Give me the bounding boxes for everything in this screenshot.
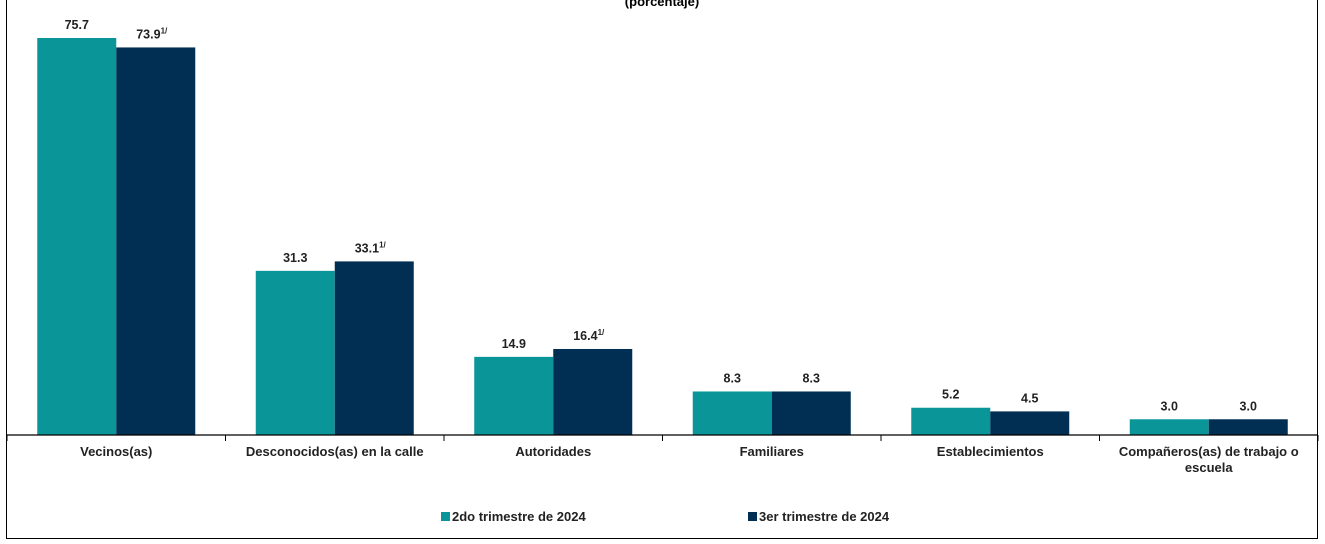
legend-label: 3er trimestre de 2024 xyxy=(759,509,890,524)
bar xyxy=(911,407,991,435)
category-label: Vecinos(as) xyxy=(80,444,152,459)
data-label: 14.9 xyxy=(502,337,526,351)
category-label: Familiares xyxy=(740,444,804,459)
data-label: 33.11/ xyxy=(355,240,387,255)
bar xyxy=(771,391,851,435)
data-label: 31.3 xyxy=(283,251,307,265)
legend-swatch xyxy=(748,512,757,521)
bar xyxy=(255,270,335,435)
value-labels-layer: 75.7 73.91/31.3 33.11/14.9 16.41/8.3 8.3 5.2 4… xyxy=(65,18,1257,413)
data-label: 73.91/ xyxy=(136,26,168,41)
category-label: Establecimientos xyxy=(937,444,1044,459)
legend-swatch xyxy=(441,512,450,521)
legend-item: 3er trimestre de 2024 xyxy=(748,509,890,524)
data-label: 16.41/ xyxy=(573,328,605,343)
bar xyxy=(553,348,633,435)
legend: 2do trimestre de 2024 3er trimestre de 20… xyxy=(441,509,890,524)
footnote-marker: 1/ xyxy=(161,26,168,35)
footnote-marker: 1/ xyxy=(379,240,386,249)
bar xyxy=(1208,419,1288,435)
footnote-marker: 1/ xyxy=(598,328,605,337)
bar xyxy=(474,356,554,435)
category-label: Autoridades xyxy=(515,444,591,459)
category-labels-layer: Vecinos(as) Desconocidos(as) en la calle A… xyxy=(80,444,1299,475)
chart-frame xyxy=(6,0,1318,539)
bar xyxy=(990,411,1070,435)
data-label: 3.0 xyxy=(1161,399,1178,413)
data-label: 3.0 xyxy=(1240,399,1257,413)
data-label: 4.5 xyxy=(1021,391,1038,405)
data-label: 8.3 xyxy=(803,371,820,385)
x-ticks-layer xyxy=(6,435,1319,441)
category-label: escuela xyxy=(1185,460,1233,475)
bar xyxy=(116,47,196,436)
data-label: 8.3 xyxy=(724,371,741,385)
legend-item: 2do trimestre de 2024 xyxy=(441,509,586,524)
category-label: Desconocidos(as) en la calle xyxy=(246,444,424,459)
bar xyxy=(334,261,414,435)
data-label: 75.7 xyxy=(65,18,89,32)
bar xyxy=(37,38,117,435)
category-label: Compañeros(as) de trabajo o xyxy=(1119,444,1299,459)
bar xyxy=(1129,419,1209,435)
bar xyxy=(692,391,772,435)
data-label: 5.2 xyxy=(942,388,959,402)
bars-layer xyxy=(37,38,1288,436)
legend-label: 2do trimestre de 2024 xyxy=(452,509,586,524)
chart-title: (porcentaje) xyxy=(625,0,699,9)
